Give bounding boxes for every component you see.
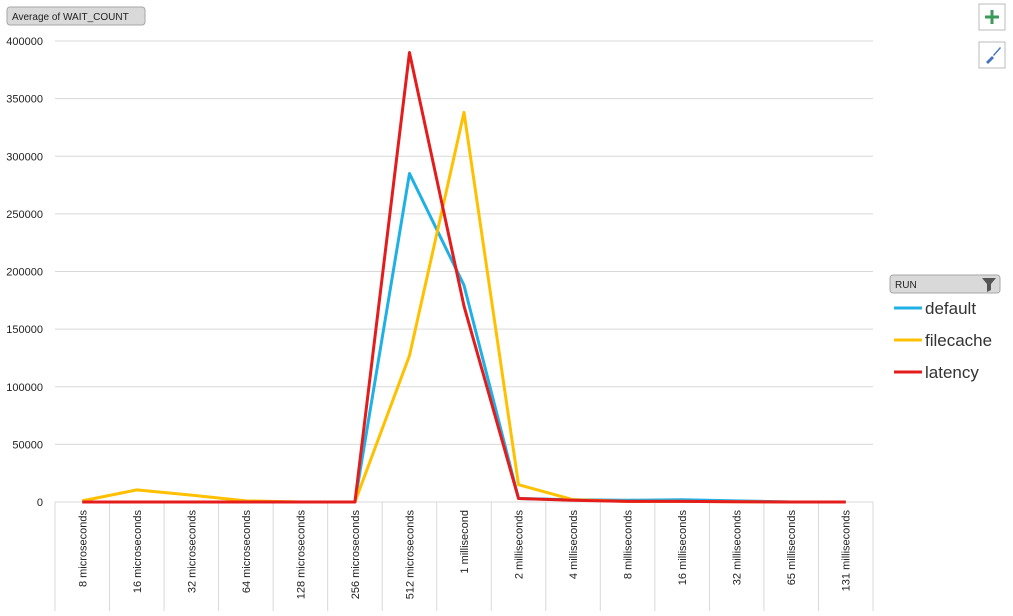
x-tick-label: 512 microseconds xyxy=(404,510,416,600)
y-tick-label: 400000 xyxy=(6,36,43,48)
legend-label: filecache xyxy=(925,331,992,350)
value-field-label: Average of WAIT_COUNT xyxy=(12,12,129,23)
x-tick-label: 2 milliseconds xyxy=(514,510,526,580)
brush-icon xyxy=(986,47,1001,64)
style-button[interactable] xyxy=(978,41,1006,69)
x-tick-label: 131 milliseconds xyxy=(841,510,853,592)
y-tick-label: 300000 xyxy=(6,151,43,163)
legend-title: RUN xyxy=(895,280,917,291)
y-tick-label: 150000 xyxy=(6,324,43,336)
legend-label: latency xyxy=(925,363,979,382)
x-tick-label: 8 microseconds xyxy=(77,510,89,588)
value-field-button[interactable] xyxy=(6,6,146,26)
y-tick-label: 0 xyxy=(37,497,43,509)
x-tick-label: 8 milliseconds xyxy=(623,510,635,580)
x-tick-label: 65 milliseconds xyxy=(786,510,798,586)
x-tick-label: 256 microseconds xyxy=(350,510,362,600)
x-tick-label: 16 microseconds xyxy=(132,510,144,594)
y-tick-label: 200000 xyxy=(6,267,43,279)
filter-icon xyxy=(982,278,996,292)
series-line xyxy=(82,51,846,504)
plus-icon xyxy=(985,10,999,24)
legend-filter-button[interactable] xyxy=(889,274,1001,294)
series-line xyxy=(82,172,846,504)
x-tick-label: 32 microseconds xyxy=(186,510,198,594)
x-tick-label: 16 milliseconds xyxy=(677,510,689,586)
x-tick-label: 32 milliseconds xyxy=(732,510,744,586)
x-tick-label: 4 milliseconds xyxy=(568,510,580,580)
y-tick-label: 350000 xyxy=(6,94,43,106)
x-tick-label: 64 microseconds xyxy=(241,510,253,594)
x-tick-label: 1 millisecond xyxy=(459,510,471,574)
y-tick-label: 100000 xyxy=(6,382,43,394)
x-tick-label: 128 microseconds xyxy=(295,510,307,600)
y-tick-label: 250000 xyxy=(6,209,43,221)
legend-label: default xyxy=(925,299,976,318)
y-tick-label: 50000 xyxy=(12,439,43,451)
